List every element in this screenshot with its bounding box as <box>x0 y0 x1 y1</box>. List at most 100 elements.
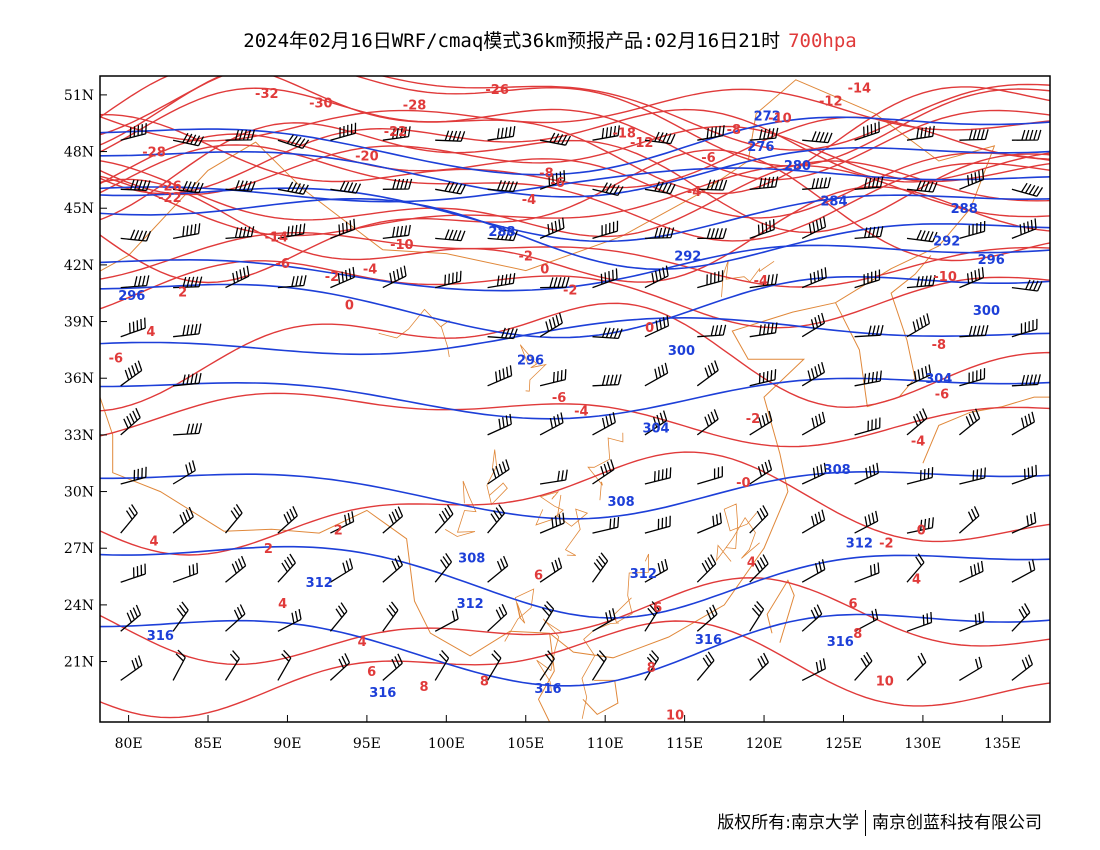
height-label: 284 <box>820 195 847 210</box>
wind-barb <box>906 467 934 485</box>
temperature-label: -28 <box>403 98 427 113</box>
wind-barb <box>1011 512 1037 534</box>
wind-barb <box>487 459 510 485</box>
chart-title: 2024年02月16日WRF/cmaq模式36km预报产品:02月16日21时 7… <box>0 26 1100 53</box>
lon-tick-label: 120E <box>746 736 783 752</box>
wind-barb <box>487 365 513 387</box>
wind-barb <box>1011 279 1043 292</box>
temperature-label: 2 <box>264 542 273 557</box>
temperature-label: 4 <box>146 325 155 340</box>
wind-barb <box>540 277 570 289</box>
wind-barb <box>906 229 938 243</box>
lon-tick-label: 85E <box>194 736 222 752</box>
wind-barb <box>696 554 717 583</box>
wind-barb <box>801 362 826 387</box>
temperature-label: -6 <box>935 387 949 402</box>
wind-barb <box>277 275 307 289</box>
wind-barb <box>487 327 518 340</box>
temperature-label: 10 <box>666 708 684 723</box>
wind-barb <box>330 122 357 141</box>
wind-barb <box>801 462 827 485</box>
temperature-label: 4 <box>149 535 158 550</box>
wind-barb <box>1011 411 1036 436</box>
temperature-label: -4 <box>363 263 377 278</box>
wind-barb <box>225 604 246 632</box>
wind-barb <box>592 459 615 485</box>
wind-barb <box>696 651 715 681</box>
temperature-label: -4 <box>522 193 536 208</box>
wind-barb <box>802 177 832 190</box>
temperature-contour--24 <box>100 87 1050 181</box>
copyright-text: 版权所有:南京大学 <box>717 813 859 833</box>
plot-frame <box>99 75 1051 723</box>
temperature-contour-2 <box>100 302 1050 412</box>
height-label: 316 <box>147 629 174 644</box>
wind-barb <box>434 649 450 681</box>
wind-barb <box>697 512 722 534</box>
wind-barb <box>697 228 727 240</box>
wind-barb <box>382 653 403 681</box>
wind-barb <box>435 181 467 195</box>
height-label: 304 <box>642 421 669 436</box>
height-label: 296 <box>118 289 145 304</box>
wind-barb <box>1011 318 1038 338</box>
wind-barb <box>854 269 881 289</box>
wind-barb <box>120 466 147 485</box>
wind-barb <box>592 608 616 632</box>
temperature-contour--26 <box>100 76 1050 195</box>
wind-barb <box>591 650 607 681</box>
wind-barb <box>172 223 201 240</box>
wind-barb <box>697 125 725 141</box>
temperature-label: 8 <box>480 674 489 689</box>
wind-barb <box>120 123 147 141</box>
wind-barb <box>330 181 362 194</box>
temperature-label: 6 <box>653 601 662 616</box>
temperature-label: -6 <box>550 176 564 191</box>
wind-barb <box>906 274 936 289</box>
wind-barb <box>801 267 827 289</box>
wind-barb <box>644 601 660 632</box>
wind-barb <box>644 227 675 240</box>
height-contour-276 <box>100 147 1050 198</box>
wind-barb <box>801 604 823 632</box>
temperature-contour--10 <box>100 160 1050 238</box>
temperature-label: -26 <box>158 180 182 195</box>
wind-barb <box>539 650 555 681</box>
boundary-line <box>537 633 555 722</box>
wind-barb <box>644 315 670 338</box>
wind-barb <box>854 510 879 534</box>
temperature-contour--14 <box>100 133 1050 219</box>
lat-tick-label: 21N <box>64 655 94 671</box>
wind-barb <box>277 649 292 681</box>
wind-barb <box>959 656 983 681</box>
height-label: 272 <box>754 110 781 125</box>
wind-barb <box>539 512 565 534</box>
wind-barb <box>749 505 769 534</box>
wind-barb <box>1011 218 1037 240</box>
province-boundary <box>519 344 547 392</box>
boundary-line <box>766 579 795 643</box>
wind-barb <box>959 220 986 240</box>
temperature-label: 10 <box>876 674 894 689</box>
temperature-label: -22 <box>384 125 408 140</box>
wind-barb <box>1011 654 1034 681</box>
temperature-label: -2 <box>746 412 760 427</box>
wind-barb <box>172 649 186 681</box>
wind-barb <box>539 600 555 632</box>
temperature-contour-6 <box>100 451 1050 556</box>
wind-barb <box>1011 559 1036 583</box>
wind-barb <box>854 608 879 632</box>
temperature-label: -6 <box>701 151 715 166</box>
temperature-label: -4 <box>911 435 925 450</box>
province-boundary <box>504 588 535 642</box>
temperature-contour-4 <box>100 392 1050 448</box>
province-boundary <box>536 618 563 692</box>
wind-barb <box>539 217 565 239</box>
lon-tick-label: 130E <box>904 736 941 752</box>
temperature-label: -28 <box>142 146 166 161</box>
lon-tick-label: 105E <box>507 736 544 752</box>
height-contour-272 <box>100 116 1050 176</box>
temperature-label: -2 <box>519 249 533 264</box>
height-label: 312 <box>630 567 657 582</box>
